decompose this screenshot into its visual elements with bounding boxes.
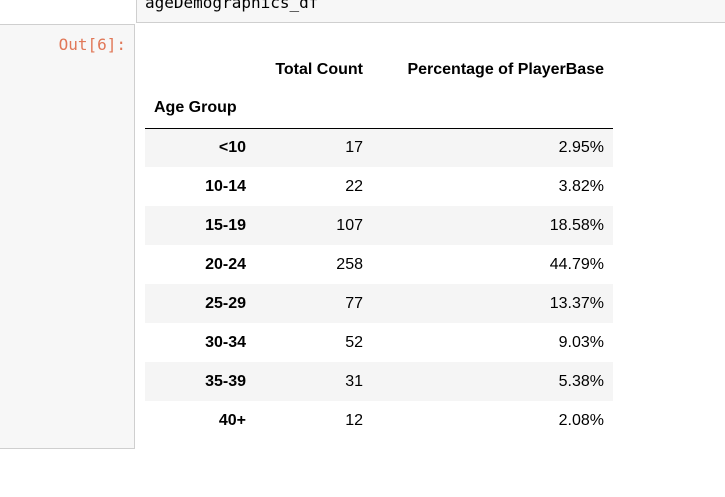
blank-header-cell bbox=[255, 89, 372, 129]
total-count-cell: 258 bbox=[336, 255, 363, 273]
row-label: 20-24 bbox=[205, 255, 246, 273]
total-count-cell: 31 bbox=[345, 372, 363, 390]
column-header-total-count: Total Count bbox=[275, 60, 363, 78]
input-cell[interactable]: ageDemographics_df bbox=[136, 0, 725, 23]
total-count-cell: 12 bbox=[345, 411, 363, 429]
row-label: 30-34 bbox=[205, 333, 246, 351]
percentage-cell: 13.37% bbox=[549, 294, 604, 312]
row-label: <10 bbox=[218, 138, 246, 156]
percentage-cell: 2.08% bbox=[558, 411, 604, 429]
percentage-cell: 18.58% bbox=[549, 216, 604, 234]
table-row: 25-29 77 13.37% bbox=[145, 284, 613, 323]
table-row: 35-39 31 5.38% bbox=[145, 362, 613, 401]
total-count-cell: 77 bbox=[345, 294, 363, 312]
total-count-cell: 17 bbox=[345, 138, 363, 156]
total-count-cell: 52 bbox=[345, 333, 363, 351]
row-label: 10-14 bbox=[205, 177, 246, 195]
index-name-row: Age Group bbox=[145, 89, 613, 129]
row-label: 35-39 bbox=[205, 372, 246, 390]
input-code[interactable]: ageDemographics_df bbox=[145, 0, 319, 12]
percentage-cell: 5.38% bbox=[558, 372, 604, 390]
row-label: 15-19 bbox=[205, 216, 246, 234]
table-row: 15-19 107 18.58% bbox=[145, 206, 613, 245]
table-row: 30-34 52 9.03% bbox=[145, 323, 613, 362]
output-area: Total Count Percentage of PlayerBase Age… bbox=[145, 50, 613, 440]
percentage-cell: 9.03% bbox=[558, 333, 604, 351]
column-header-row: Total Count Percentage of PlayerBase bbox=[145, 50, 613, 89]
total-count-cell: 22 bbox=[345, 177, 363, 195]
percentage-cell: 2.95% bbox=[558, 138, 604, 156]
dataframe-table: Total Count Percentage of PlayerBase Age… bbox=[145, 50, 613, 440]
column-header-percentage: Percentage of PlayerBase bbox=[407, 60, 604, 78]
percentage-cell: 3.82% bbox=[558, 177, 604, 195]
table-body: <10 17 2.95% 10-14 22 3.82% 15-19 107 18.58% 20-2… bbox=[145, 128, 613, 440]
table-row: <10 17 2.95% bbox=[145, 128, 613, 167]
row-label: 40+ bbox=[218, 411, 246, 429]
index-name-header: Age Group bbox=[145, 89, 255, 129]
output-prompt-area: Out[6]: bbox=[0, 24, 135, 449]
out-prompt: Out[6]: bbox=[58, 35, 126, 54]
percentage-cell: 44.79% bbox=[549, 255, 604, 273]
total-count-cell: 107 bbox=[336, 216, 363, 234]
table-row: 20-24 258 44.79% bbox=[145, 245, 613, 284]
row-label: 25-29 bbox=[205, 294, 246, 312]
table-row: 40+ 12 2.08% bbox=[145, 401, 613, 440]
blank-header-cell bbox=[372, 89, 613, 129]
table-row: 10-14 22 3.82% bbox=[145, 167, 613, 206]
blank-header-cell bbox=[145, 50, 255, 89]
